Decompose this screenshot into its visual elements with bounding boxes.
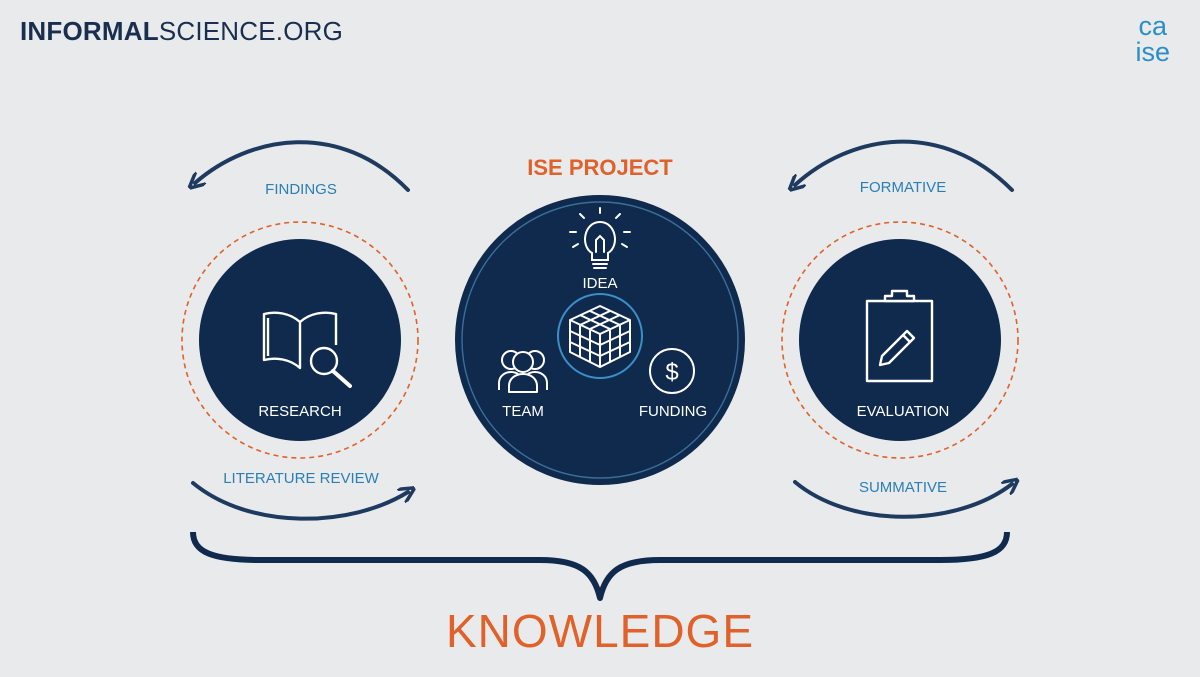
- brand-regular-text: SCIENCE.ORG: [158, 16, 344, 46]
- literature-review-arrow: [191, 481, 408, 521]
- svg-text:$: $: [665, 359, 678, 386]
- book-search-icon: [262, 311, 352, 388]
- knowledge-brace: [190, 531, 1010, 601]
- findings-label: FINDINGS: [265, 181, 337, 198]
- research-dashed-ring: [181, 221, 419, 459]
- knowledge-label: KNOWLEDGE: [445, 605, 755, 657]
- summative-label: SUMMATIVE: [858, 479, 948, 496]
- idea-label: IDEA: [582, 275, 618, 292]
- dollar-icon: $: [649, 348, 695, 394]
- funding-label: FUNDING: [638, 403, 708, 420]
- findings-arrow: [195, 140, 410, 192]
- cube-ring: [557, 293, 643, 379]
- cube-icon: [569, 305, 631, 368]
- team-label: TEAM: [502, 403, 544, 420]
- evaluation-circle[interactable]: [799, 239, 1001, 441]
- team-icon: [498, 350, 548, 393]
- logo-line-ise: ise: [1135, 36, 1170, 67]
- summative-arrow: [793, 482, 1012, 519]
- site-brand[interactable]: INFORMALSCIENCE.ORG: [20, 16, 343, 47]
- brand-bold-text: INFORMAL: [20, 16, 159, 46]
- ise-project-title: ISE PROJECT: [527, 155, 673, 180]
- ise-project-inner-ring: [461, 201, 739, 479]
- literature-review-label: LITERATURE REVIEW: [223, 470, 379, 487]
- formative-label: FORMATIVE: [859, 179, 947, 196]
- logo-line-ca: ca: [1138, 11, 1167, 41]
- evaluation-dashed-ring: [781, 221, 1019, 459]
- research-label: RESEARCH: [258, 403, 342, 420]
- lightbulb-icon: [569, 207, 631, 269]
- evaluation-label: EVALUATION: [856, 403, 950, 420]
- caise-logo[interactable]: ca ise: [1135, 11, 1170, 67]
- clipboard-pencil-icon: [865, 289, 934, 383]
- formative-arrow: [795, 139, 1014, 190]
